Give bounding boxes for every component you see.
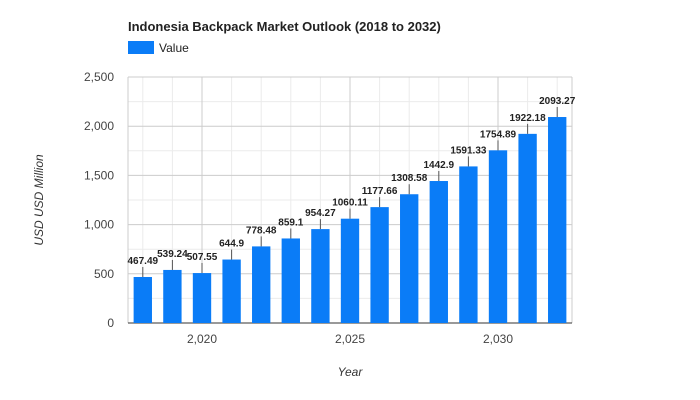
x-tick-label: 2,025	[335, 332, 365, 346]
bar-2023	[281, 238, 300, 323]
bar-2026	[370, 207, 389, 323]
x-tick-label: 2,020	[187, 332, 217, 346]
data-label-2026: 1177.66	[362, 186, 398, 197]
chart-title: Indonesia Backpack Market Outlook (2018 …	[128, 19, 441, 34]
data-label-2018: 467.49	[128, 256, 159, 267]
y-axis-ticks: 0 500 1,000 1,500 2,000 2,500	[84, 70, 114, 330]
bar-2018	[133, 276, 152, 323]
y-tick-label: 2,000	[84, 119, 114, 133]
bar-2032	[548, 117, 567, 323]
data-label-2022: 778.48	[246, 225, 277, 236]
bar-2031	[518, 133, 537, 323]
legend-label-value: Value	[159, 41, 189, 55]
bars	[133, 117, 567, 323]
data-label-2019: 539.24	[157, 249, 188, 260]
bar-2028	[429, 181, 448, 323]
data-label-2023: 859.1	[278, 217, 303, 228]
data-label-2020: 507.55	[187, 252, 218, 263]
bar-2025	[340, 218, 360, 323]
data-label-2027: 1308.58	[391, 173, 428, 184]
y-tick-label: 2,500	[84, 70, 114, 84]
data-label-2025: 1060.11	[332, 198, 368, 209]
bar-2019	[163, 269, 182, 323]
y-tick-label: 0	[107, 316, 114, 330]
y-tick-label: 1,000	[84, 218, 114, 232]
bar-2022	[252, 246, 271, 323]
legend-swatch-value	[128, 41, 154, 54]
y-axis-title: USD USD Million	[32, 154, 46, 246]
x-axis-title: Year	[338, 365, 364, 379]
legend: Value	[128, 41, 189, 55]
data-label-2031: 1922.18	[510, 113, 547, 124]
bar-2021	[222, 259, 241, 323]
data-label-2032: 2093.27	[539, 96, 576, 107]
bar-2030	[488, 150, 508, 323]
bar-2027	[400, 194, 419, 323]
data-label-2029: 1591.33	[450, 145, 487, 156]
data-label-2028: 1442.9	[424, 160, 455, 171]
bar-2024	[311, 229, 330, 323]
data-label-2021: 644.9	[219, 239, 244, 250]
bar-2020	[192, 273, 212, 323]
data-label-2024: 954.27	[305, 208, 336, 219]
data-label-2030: 1754.89	[480, 129, 517, 140]
x-tick-label: 2,030	[483, 332, 513, 346]
y-tick-label: 1,500	[84, 168, 114, 182]
bar-2029	[459, 166, 478, 323]
x-axis-ticks: 2,020 2,025 2,030	[187, 332, 513, 346]
y-tick-label: 500	[94, 267, 114, 281]
